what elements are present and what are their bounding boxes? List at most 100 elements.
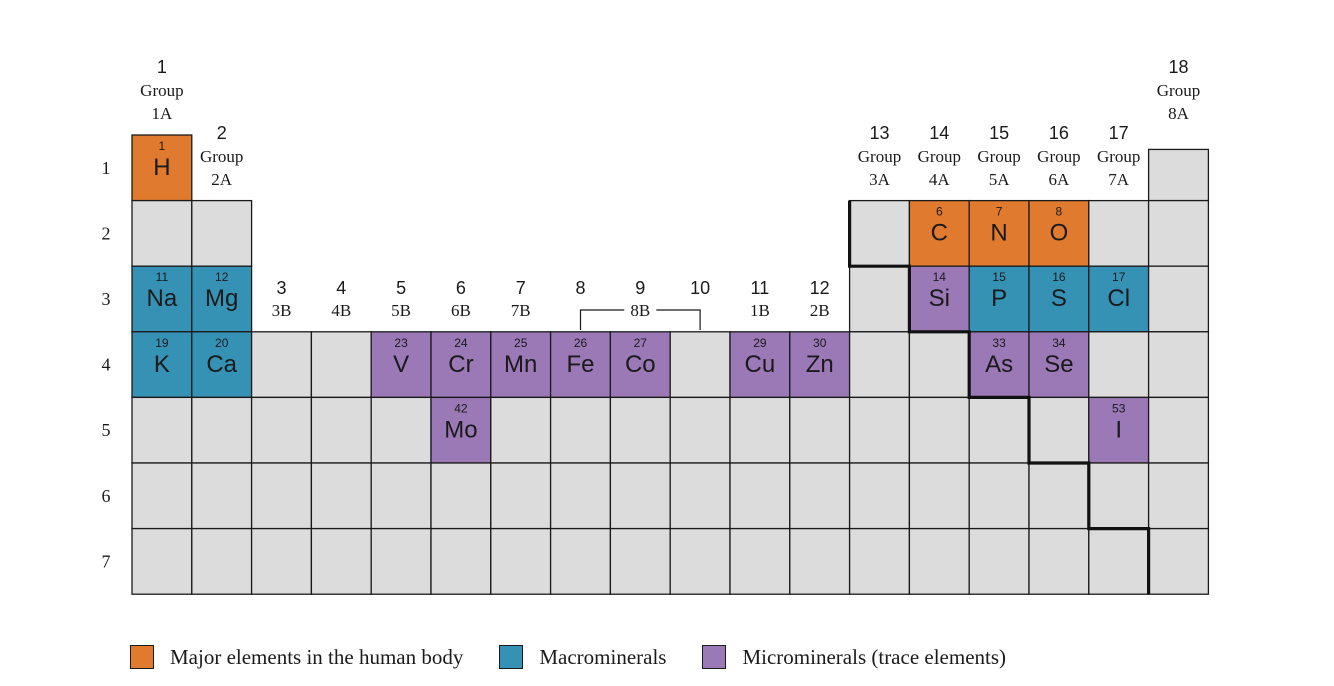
atomic-number: 30 xyxy=(813,336,827,350)
empty-cell xyxy=(789,462,851,530)
group-number: 6 xyxy=(456,278,466,298)
cell-background xyxy=(1088,396,1150,464)
cell-background xyxy=(908,396,970,464)
element-symbol: Mn xyxy=(504,351,537,378)
empty-cell xyxy=(1088,462,1150,530)
group-word: Group xyxy=(918,147,961,166)
cell-background xyxy=(848,396,911,464)
empty-cell xyxy=(191,199,253,267)
group-word: Group xyxy=(200,147,243,166)
empty-cell xyxy=(191,396,253,464)
group-designation: 6A xyxy=(1049,170,1071,189)
atomic-number: 11 xyxy=(156,270,169,284)
atomic-number: 17 xyxy=(1112,270,1126,284)
group-number: 12 xyxy=(810,278,830,298)
legend-label-micro: Microminerals (trace elements) xyxy=(742,644,1007,669)
group-number: 10 xyxy=(690,278,710,298)
metal-nonmetal-staircase xyxy=(847,200,1151,595)
period-label-3: 3 xyxy=(102,289,111,309)
atomic-number: 29 xyxy=(753,336,767,350)
cell-background xyxy=(669,527,731,595)
cell-background xyxy=(549,396,612,464)
group-number: 3 xyxy=(276,278,286,298)
empty-cell xyxy=(609,462,671,530)
legend: Major elements in the human body Macromi… xyxy=(130,642,1042,672)
group-number: 11 xyxy=(751,278,770,298)
group-header-10: 10 xyxy=(690,278,710,298)
cell-background xyxy=(549,527,612,595)
cell-background xyxy=(908,199,970,267)
cell-background xyxy=(310,527,372,595)
cell-background xyxy=(191,527,253,595)
atomic-number: 16 xyxy=(1052,270,1066,284)
element-symbol: Co xyxy=(625,351,656,378)
empty-cell xyxy=(490,527,552,595)
empty-cell xyxy=(729,396,791,464)
cell-background xyxy=(789,462,851,530)
cell-background xyxy=(848,527,911,595)
cell-background xyxy=(131,134,193,202)
cell-background xyxy=(1147,148,1210,202)
macro-swatch xyxy=(499,645,524,669)
cell-background xyxy=(430,527,492,595)
cell-background xyxy=(430,396,492,464)
cell-background xyxy=(549,462,612,530)
group-designation: 2B xyxy=(810,301,830,320)
cell-background xyxy=(968,462,1030,530)
cell-background xyxy=(1088,527,1150,595)
table-cells: 1H6C7N8O11Na12Mg14Si15P16S17Cl19K20Ca23V… xyxy=(131,134,1210,595)
element-symbol: Fe xyxy=(566,351,594,378)
period-label-7: 7 xyxy=(102,551,111,571)
cell-background xyxy=(669,396,731,464)
empty-cell xyxy=(669,331,731,399)
cell-background xyxy=(430,331,492,399)
legend-label-major: Major elements in the human body xyxy=(170,644,464,669)
empty-cell xyxy=(908,396,970,464)
empty-cell xyxy=(1147,462,1210,530)
cell-background xyxy=(789,331,851,399)
empty-cell xyxy=(549,462,612,530)
empty-cell xyxy=(370,462,432,530)
cell-background xyxy=(250,331,313,399)
group-header-2: 2 Group 2A xyxy=(200,123,243,189)
element-symbol: Cr xyxy=(448,351,473,378)
group-designation: 7B xyxy=(511,301,531,320)
cell-background xyxy=(490,396,552,464)
period-label-6: 6 xyxy=(102,486,111,506)
cell-background xyxy=(908,462,970,530)
group-header-17: 17 Group 7A xyxy=(1097,123,1140,189)
cell-background xyxy=(609,396,671,464)
atomic-number: 26 xyxy=(574,336,588,350)
cell-background xyxy=(250,462,313,530)
group-designation: 1A xyxy=(152,104,174,123)
atomic-number: 33 xyxy=(992,336,1006,350)
group-designation: 1B xyxy=(750,301,770,320)
empty-cell xyxy=(250,396,313,464)
empty-cell xyxy=(1088,199,1150,267)
cell-background xyxy=(729,396,791,464)
legend-label-macro: Macrominerals xyxy=(539,644,667,669)
group-number: 5 xyxy=(396,278,406,298)
bracket-right xyxy=(656,309,701,330)
cell-background xyxy=(549,331,612,399)
empty-cell xyxy=(310,396,372,464)
cell-background xyxy=(1147,199,1210,267)
group-number: 2 xyxy=(217,123,227,143)
empty-cell xyxy=(789,527,851,595)
atomic-number: 14 xyxy=(933,270,947,284)
empty-cell xyxy=(848,527,911,595)
cell-background xyxy=(729,462,791,530)
element-symbol: Cl xyxy=(1107,285,1130,312)
empty-cell xyxy=(370,527,432,595)
empty-cell xyxy=(191,462,253,530)
cell-background xyxy=(1147,462,1210,530)
element-cell-n: 7N xyxy=(968,199,1030,267)
empty-cell xyxy=(131,396,193,464)
